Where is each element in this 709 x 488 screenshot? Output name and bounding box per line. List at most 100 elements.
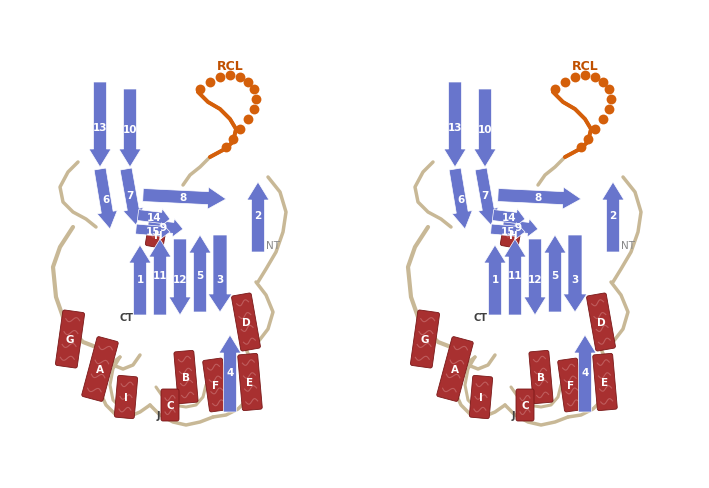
- Point: [204, 79, 216, 87]
- Point: [228, 136, 239, 143]
- Text: B: B: [182, 372, 190, 382]
- Text: 4: 4: [226, 367, 234, 377]
- FancyArrow shape: [189, 236, 211, 312]
- Text: 14: 14: [147, 213, 162, 223]
- Point: [235, 126, 246, 134]
- Text: 7: 7: [481, 191, 489, 201]
- Text: 6: 6: [457, 195, 464, 204]
- FancyBboxPatch shape: [437, 337, 473, 402]
- Text: G: G: [420, 334, 429, 345]
- FancyArrow shape: [484, 245, 506, 315]
- FancyArrow shape: [602, 183, 624, 252]
- Text: C: C: [521, 400, 529, 410]
- Text: 1: 1: [136, 274, 144, 285]
- FancyArrow shape: [120, 168, 143, 225]
- Point: [242, 79, 254, 87]
- FancyBboxPatch shape: [469, 376, 493, 419]
- Point: [194, 86, 206, 94]
- Text: 5: 5: [196, 270, 203, 281]
- FancyBboxPatch shape: [586, 293, 615, 351]
- Text: 10: 10: [123, 125, 138, 135]
- Text: 13: 13: [448, 123, 462, 133]
- FancyArrow shape: [208, 236, 232, 312]
- FancyBboxPatch shape: [516, 389, 534, 421]
- FancyBboxPatch shape: [145, 223, 167, 248]
- Text: B: B: [537, 372, 545, 382]
- Text: 6: 6: [102, 195, 110, 204]
- Point: [559, 79, 571, 87]
- Point: [248, 86, 259, 94]
- Point: [549, 86, 561, 94]
- Text: 15: 15: [146, 226, 160, 237]
- Point: [242, 116, 254, 123]
- Point: [582, 136, 593, 143]
- Text: 11: 11: [508, 270, 523, 281]
- Text: J: J: [511, 410, 515, 420]
- Text: 1: 1: [491, 274, 498, 285]
- Point: [220, 144, 232, 152]
- Text: 9: 9: [160, 223, 167, 232]
- FancyArrow shape: [149, 240, 171, 315]
- Text: 15: 15: [501, 226, 515, 237]
- Point: [603, 106, 615, 114]
- FancyArrow shape: [89, 83, 111, 168]
- FancyBboxPatch shape: [161, 389, 179, 421]
- Text: F: F: [567, 380, 574, 390]
- FancyArrow shape: [504, 240, 526, 315]
- FancyArrow shape: [475, 168, 498, 225]
- Text: RCL: RCL: [571, 60, 598, 72]
- FancyArrow shape: [119, 90, 141, 168]
- Text: NT: NT: [266, 241, 280, 250]
- Text: D: D: [597, 317, 605, 327]
- Text: E: E: [247, 377, 254, 387]
- FancyArrow shape: [563, 236, 587, 312]
- Text: 12: 12: [527, 274, 542, 285]
- Point: [575, 144, 586, 152]
- Text: 10: 10: [478, 125, 492, 135]
- FancyBboxPatch shape: [529, 351, 553, 404]
- FancyArrow shape: [449, 169, 472, 229]
- Text: J: J: [156, 410, 160, 420]
- Text: D: D: [242, 317, 250, 327]
- FancyBboxPatch shape: [82, 337, 118, 402]
- Text: 8: 8: [179, 193, 186, 203]
- Text: CT: CT: [119, 312, 133, 323]
- Text: 9: 9: [515, 223, 522, 232]
- FancyArrow shape: [524, 240, 546, 315]
- FancyBboxPatch shape: [411, 310, 440, 368]
- FancyBboxPatch shape: [174, 351, 198, 404]
- Text: 2: 2: [609, 210, 617, 221]
- Text: H: H: [508, 230, 518, 241]
- FancyBboxPatch shape: [593, 354, 618, 411]
- Text: A: A: [96, 364, 104, 374]
- Text: 4: 4: [581, 367, 588, 377]
- FancyArrow shape: [94, 169, 117, 229]
- FancyArrow shape: [138, 209, 170, 228]
- Text: H: H: [154, 230, 162, 241]
- Point: [250, 96, 262, 103]
- Point: [579, 72, 591, 80]
- Text: NT: NT: [621, 241, 635, 250]
- FancyBboxPatch shape: [203, 358, 229, 412]
- FancyBboxPatch shape: [238, 354, 262, 411]
- Text: F: F: [213, 380, 220, 390]
- Point: [569, 74, 581, 82]
- Text: CT: CT: [474, 312, 488, 323]
- Text: 3: 3: [571, 274, 579, 285]
- Text: 14: 14: [502, 213, 516, 223]
- FancyArrow shape: [147, 219, 183, 238]
- Point: [214, 74, 225, 82]
- Text: 13: 13: [93, 123, 107, 133]
- FancyBboxPatch shape: [55, 310, 84, 368]
- FancyBboxPatch shape: [232, 293, 260, 351]
- Text: I: I: [479, 392, 483, 402]
- FancyArrow shape: [129, 245, 151, 315]
- Text: G: G: [66, 334, 74, 345]
- Text: 12: 12: [173, 274, 187, 285]
- Point: [597, 116, 608, 123]
- Point: [605, 96, 617, 103]
- FancyArrow shape: [219, 335, 241, 412]
- FancyBboxPatch shape: [501, 223, 522, 248]
- FancyArrow shape: [135, 223, 170, 240]
- Text: 2: 2: [255, 210, 262, 221]
